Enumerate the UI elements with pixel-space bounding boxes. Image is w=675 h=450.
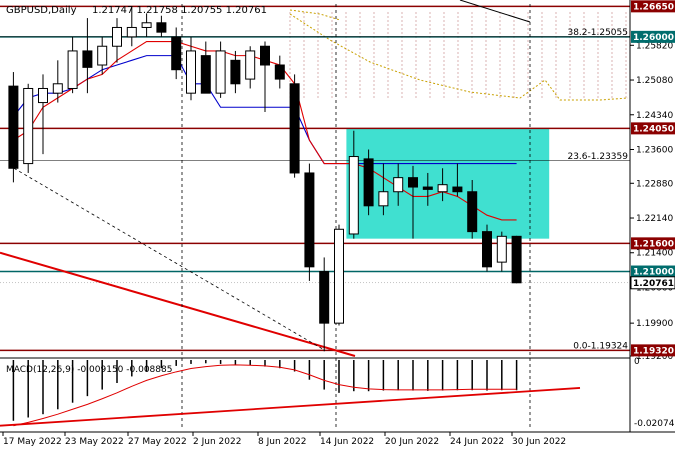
macd-min-label: -0.020748: [634, 419, 675, 429]
price-panel: 38.2-1.25055 23.6-1.23359 0.0-1.19324: [0, 0, 630, 428]
candle-body: [171, 36, 182, 71]
top-black-trendline: [459, 0, 531, 23]
red-trendline: [0, 251, 356, 357]
chart-ohlc-label: 1.21747 1.21758 1.20755 1.20761: [92, 5, 267, 16]
level-price-tag-label: 1.26000: [633, 33, 674, 43]
fib-label: 38.2-1.25055: [567, 28, 628, 38]
time-tick-label: 14 Jun 2022: [320, 437, 374, 447]
candle-body: [215, 50, 226, 94]
candle-body: [363, 158, 374, 207]
level-price-tag-label: 1.21600: [633, 239, 674, 249]
candle-body: [186, 50, 196, 94]
price-tick-label: 1.19200: [636, 352, 673, 362]
macd-panel: [0, 360, 581, 427]
level-price-tag: [631, 0, 675, 13]
price-tick-label: 1.25080: [636, 76, 673, 86]
price-tick-label: 1.19900: [636, 319, 673, 329]
level-price-tag: [631, 30, 675, 43]
candle-body: [422, 186, 433, 190]
current-price-tag: [630, 276, 675, 290]
candle-body: [82, 50, 93, 68]
ichimoku-senkou-b-line: [289, 9, 341, 21]
candle-body: [52, 83, 63, 94]
current-price-tag-label: 1.20761: [633, 279, 674, 289]
candle-body: [467, 191, 478, 233]
candle-body: [156, 22, 167, 33]
time-tick-label: 2 Jun 2022: [193, 437, 241, 447]
candle-body: [348, 156, 359, 235]
candle-body: [141, 22, 152, 28]
candle-body: [112, 26, 122, 47]
chart-symbol-label: GBPUSD,Daily: [6, 5, 77, 16]
candle-body: [482, 231, 492, 268]
candle-body: [319, 271, 330, 324]
fib-label: 23.6-1.23359: [567, 152, 628, 162]
candle-body: [38, 87, 48, 104]
time-tick-label: 17 May 2022: [3, 437, 62, 447]
ichimoku-senkou-a-line: [289, 13, 629, 101]
level-price-tag: [631, 344, 675, 357]
candle-body: [511, 235, 522, 284]
consolidation-box: [346, 128, 550, 239]
candle-body: [437, 184, 448, 193]
candle-body: [260, 45, 270, 66]
time-tick-label: 23 May 2022: [65, 437, 124, 447]
price-tick-label: 1.25820: [636, 41, 673, 51]
macd-signal-line: [13, 364, 517, 427]
candle-body: [200, 55, 211, 94]
time-tick-label: 27 May 2022: [128, 437, 187, 447]
level-price-tag-label: 1.24050: [633, 124, 674, 134]
candle-body: [274, 64, 285, 80]
candle-body: [408, 177, 418, 188]
level-price-tag: [631, 237, 675, 250]
time-tick-label: 24 Jun 2022: [450, 437, 504, 447]
macd-zero-label: 0: [634, 357, 640, 367]
level-price-tag: [631, 265, 675, 278]
level-price-tag-label: 1.21000: [633, 268, 674, 278]
price-tick-label: 1.22880: [636, 179, 673, 189]
candle-body: [393, 177, 404, 193]
candle-body: [304, 172, 315, 268]
price-tick-label: 1.22140: [636, 214, 673, 224]
candle-body: [378, 191, 389, 207]
time-tick-label: 20 Jun 2022: [385, 437, 439, 447]
candle-body: [334, 228, 344, 324]
candle-body: [289, 83, 300, 174]
candle-body: [245, 50, 256, 80]
time-tick-label: 8 Jun 2022: [258, 437, 306, 447]
fib-label: 0.0-1.19324: [573, 341, 628, 351]
level-price-tag-label: 1.26650: [633, 2, 674, 12]
price-tick-label: 1.21400: [636, 249, 673, 259]
dashed-trendline: [13, 167, 326, 351]
price-tick-label: 1.24340: [636, 111, 673, 121]
candle-body: [452, 186, 463, 193]
level-price-tag: [631, 122, 675, 135]
macd-indicator-label: MACD(12,26,9) -0.009150 -0.008885: [6, 365, 172, 375]
candle-body: [230, 59, 241, 85]
candle-body: [496, 235, 507, 263]
candle-body: [97, 45, 108, 66]
candle-body: [8, 85, 19, 169]
time-tick-label: 30 Jun 2022: [512, 437, 566, 447]
candle-body: [126, 26, 137, 38]
level-price-tag-label: 1.19320: [633, 346, 674, 356]
candle-body: [23, 87, 34, 165]
candle-body: [67, 50, 78, 89]
price-tick-label: 1.23600: [636, 145, 673, 155]
macd-trendline: [0, 387, 581, 427]
